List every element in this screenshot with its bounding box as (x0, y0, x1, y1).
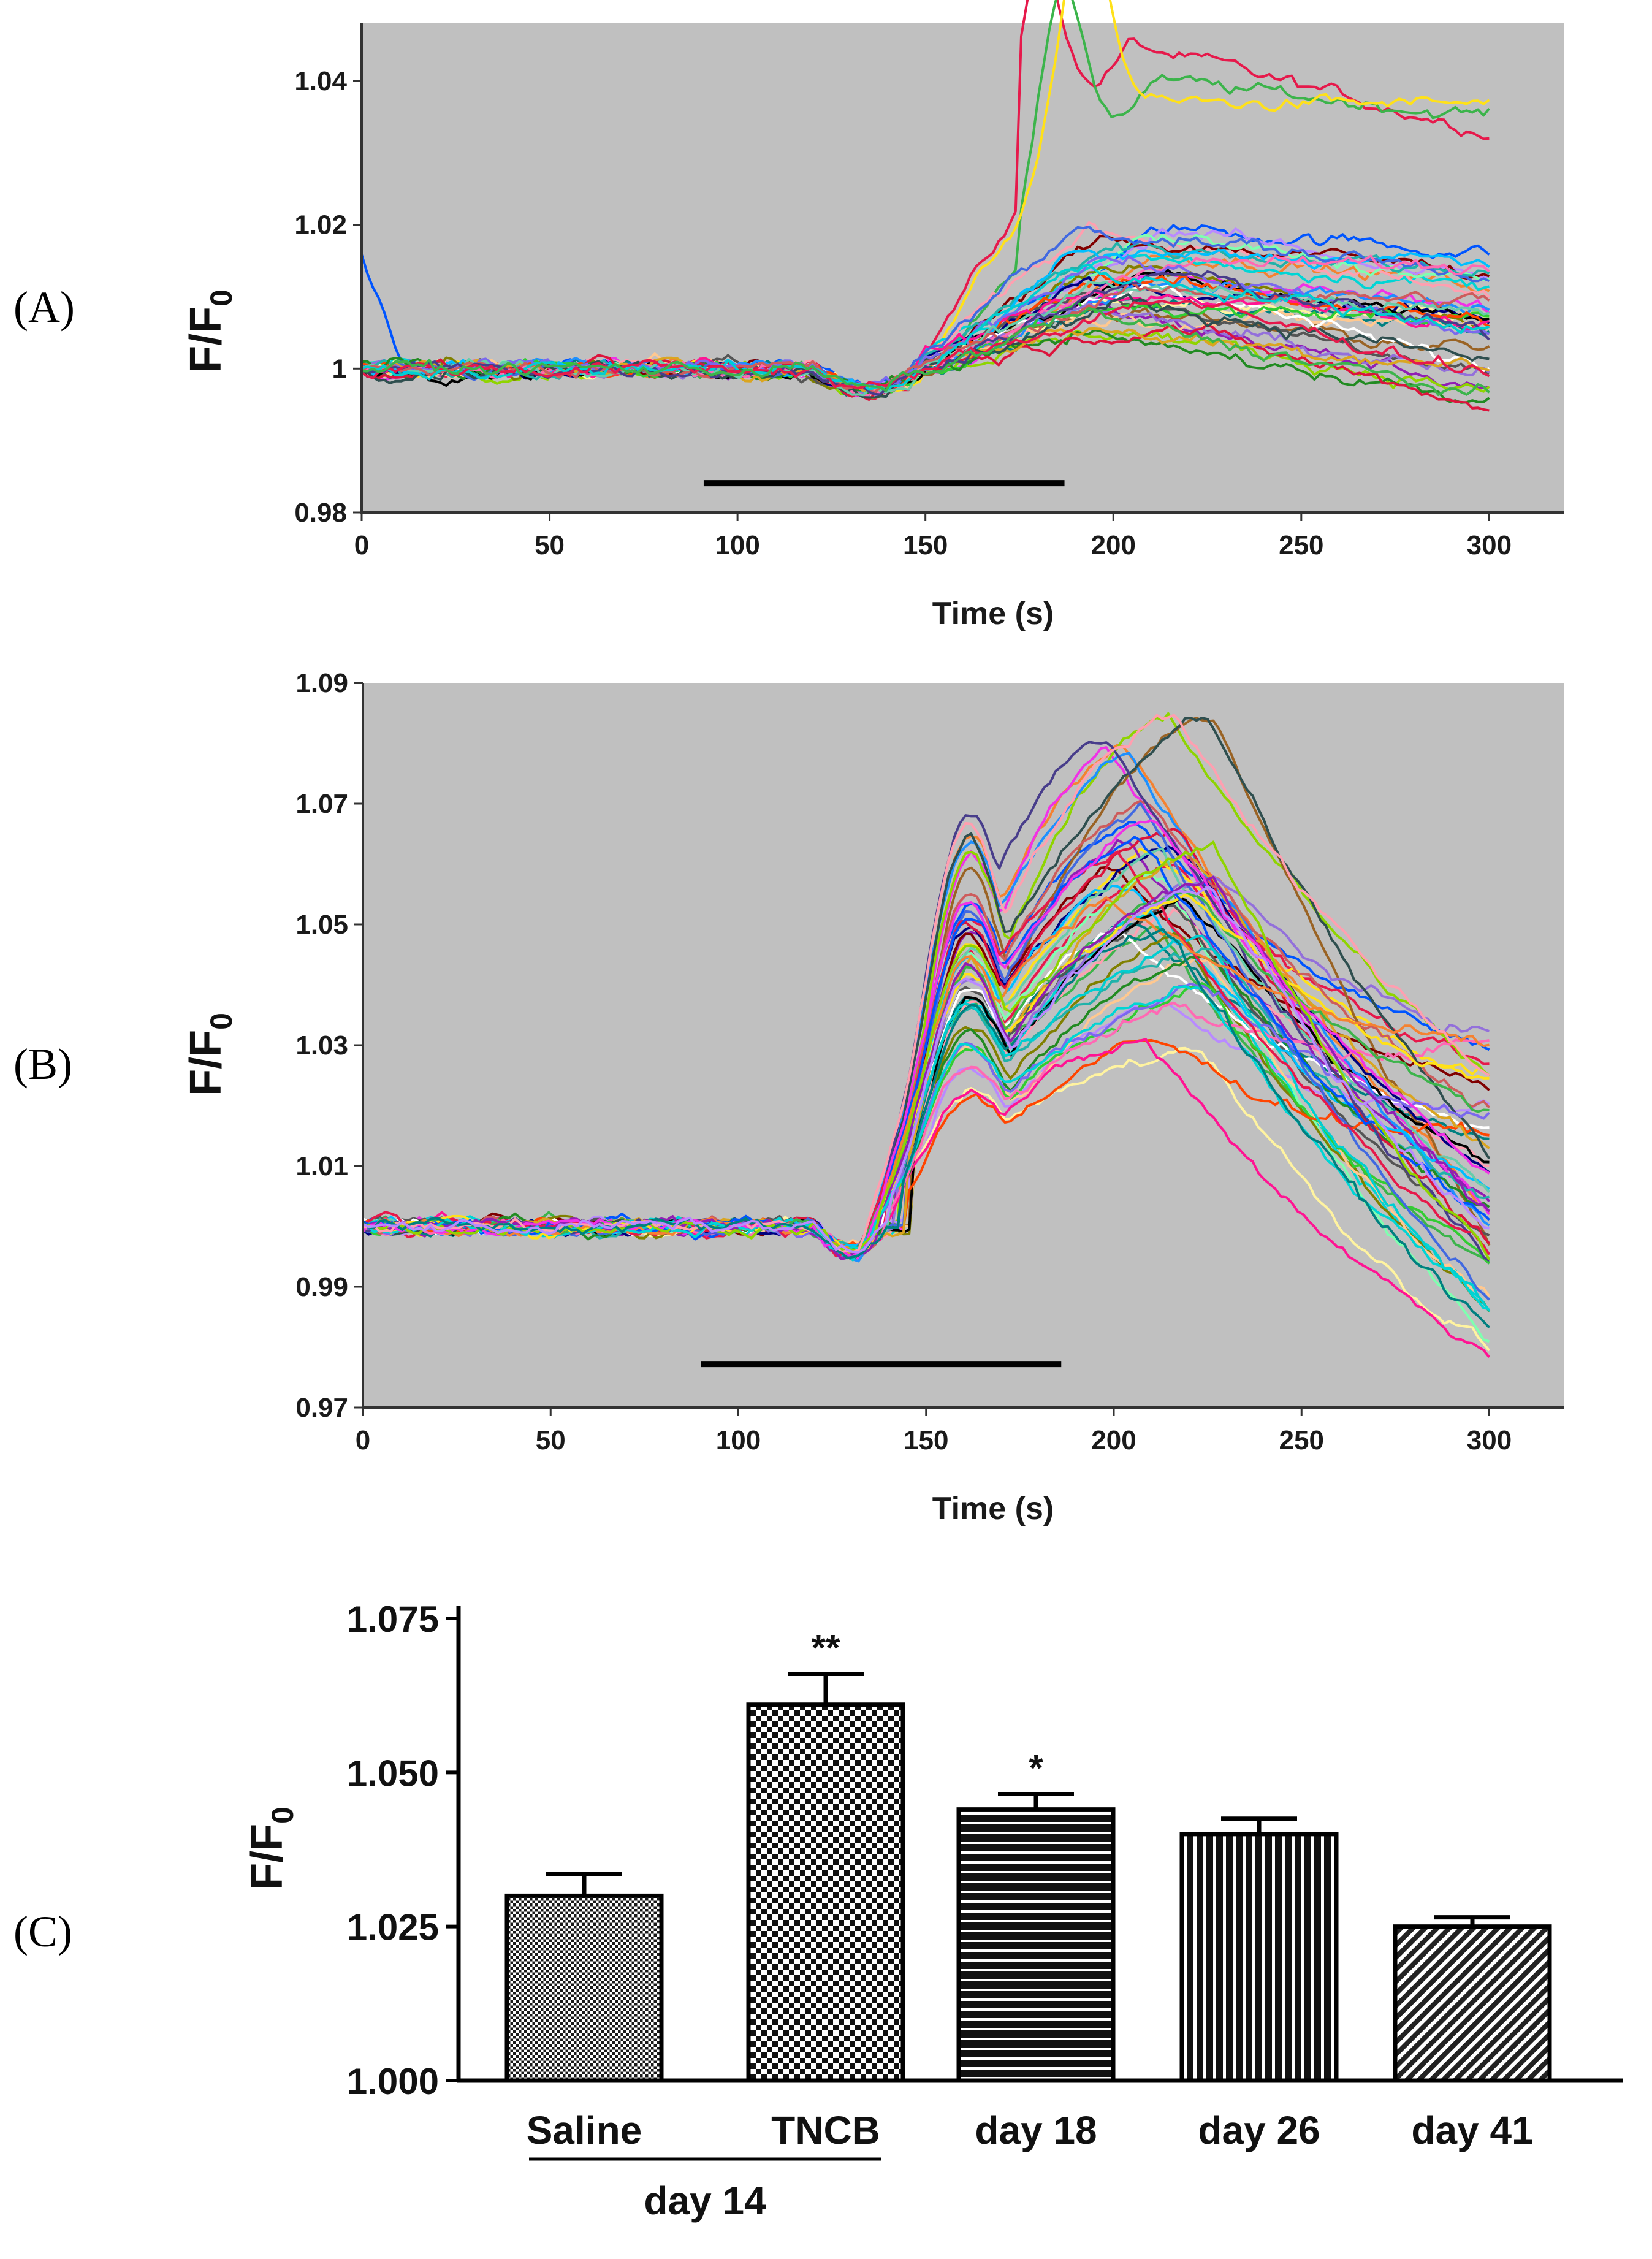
panel-b-ylabel-sub: 0 (204, 1013, 238, 1030)
panel-b: (B) F/F0 0 50 100 150 200 250 300 0.970.991.01… (13, 668, 1564, 1526)
svg-text:F/F0: F/F0 (181, 1013, 238, 1096)
bar (1393, 1924, 1552, 2083)
panel-a-ylabel-main: F/F (181, 307, 230, 373)
y-tick-label: 1.025 (347, 1907, 439, 1948)
x-tick-label: 50 (536, 1425, 566, 1455)
y-tick-label: 1.000 (347, 2061, 439, 2102)
category-label: day 26 (1198, 2108, 1320, 2152)
y-tick-label: 0.97 (295, 1393, 348, 1423)
x-tick-label: 100 (715, 530, 759, 560)
svg-text:F/F0: F/F0 (243, 1807, 300, 1890)
category-label: Saline (527, 2108, 642, 2152)
significance-marker: * (1029, 1748, 1043, 1789)
panel-b-xlabel: Time (s) (932, 1491, 1054, 1526)
y-tick-label: 0.99 (295, 1272, 348, 1302)
panel-b-traces (362, 712, 1491, 1358)
x-tick-label: 0 (356, 1425, 370, 1455)
panel-a-ylabel: F/F0 (181, 289, 238, 373)
series-line (362, 886, 1490, 1254)
y-tick-label: 1.05 (295, 910, 348, 940)
panel-a-x-ticks: 0 50 100 150 200 250 300 (354, 512, 1512, 560)
panel-c-label: (C) (13, 1907, 72, 1956)
panel-a-traces (360, 0, 1490, 412)
panel-c-y-ticks: 1.000 1.025 1.050 1.075 (347, 1599, 459, 2102)
y-tick-label: 1.09 (295, 668, 348, 698)
x-tick-label: 200 (1091, 530, 1136, 560)
y-tick-label: 0.98 (294, 498, 347, 528)
series-line (362, 836, 1490, 1254)
panel-b-y-ticks: 0.97 0.99 1.01 1.03 1.05 1.07 1.09 (295, 668, 363, 1423)
panel-a-label: (A) (13, 283, 75, 332)
panel-a-xlabel: Time (s) (932, 596, 1054, 631)
bar (504, 1893, 664, 2083)
x-tick-label: 150 (903, 530, 948, 560)
x-tick-label: 300 (1467, 530, 1512, 560)
panel-b-x-ticks: 0 50 100 150 200 250 300 (356, 1408, 1512, 1455)
series-line (361, 290, 1490, 396)
y-tick-label: 1.07 (295, 789, 348, 819)
panel-c-ylabel: F/F0 (243, 1807, 300, 1890)
series-line (362, 928, 1490, 1328)
x-tick-label: 250 (1279, 1425, 1324, 1455)
y-tick-label: 1 (332, 354, 347, 384)
x-tick-label: 200 (1091, 1425, 1136, 1455)
bar (746, 1702, 905, 2083)
category-label: day 18 (975, 2108, 1097, 2152)
panel-a-y-ticks: 0.98 1 1.02 1.04 (294, 66, 362, 528)
y-tick-label: 1.02 (294, 210, 347, 240)
category-label: TNCB (771, 2108, 880, 2152)
panel-c-group-label: day 14 (644, 2179, 766, 2223)
category-label: day 41 (1411, 2108, 1533, 2152)
series-line (362, 934, 1491, 1312)
panel-b-ylabel: F/F0 (181, 1013, 238, 1096)
panel-b-ylabel-main: F/F (181, 1030, 230, 1096)
panel-a-ylabel-sub: 0 (204, 289, 238, 307)
y-tick-label: 1.04 (294, 66, 347, 96)
panel-b-label: (B) (13, 1040, 72, 1089)
significance-marker: ** (812, 1627, 840, 1668)
series-line (360, 299, 1490, 390)
y-tick-label: 1.01 (295, 1151, 348, 1181)
panel-c-categories: Saline TNCB day 18 day 26 day 41 (527, 2108, 1534, 2152)
panel-c-ylabel-main: F/F (243, 1824, 292, 1890)
bar (956, 1807, 1116, 2083)
series-line (361, 307, 1490, 397)
panel-c-bars: *** (504, 1627, 1552, 2083)
y-tick-label: 1.03 (295, 1030, 348, 1061)
series-line (362, 714, 1490, 1254)
x-tick-label: 0 (354, 530, 369, 560)
y-tick-label: 1.075 (347, 1599, 439, 1640)
x-tick-label: 250 (1279, 530, 1323, 560)
panel-a: (A) F/F0 0 50 100 150 200 250 300 0.9811.021.0… (13, 0, 1564, 631)
y-tick-label: 1.050 (347, 1753, 439, 1794)
x-tick-label: 50 (535, 530, 565, 560)
panel-c-ylabel-sub: 0 (265, 1807, 300, 1824)
x-tick-label: 100 (716, 1425, 761, 1455)
x-tick-label: 150 (904, 1425, 948, 1455)
x-tick-label: 300 (1467, 1425, 1512, 1455)
series-line (362, 819, 1490, 1258)
bar (1179, 1832, 1339, 2083)
svg-text:F/F0: F/F0 (181, 289, 238, 373)
